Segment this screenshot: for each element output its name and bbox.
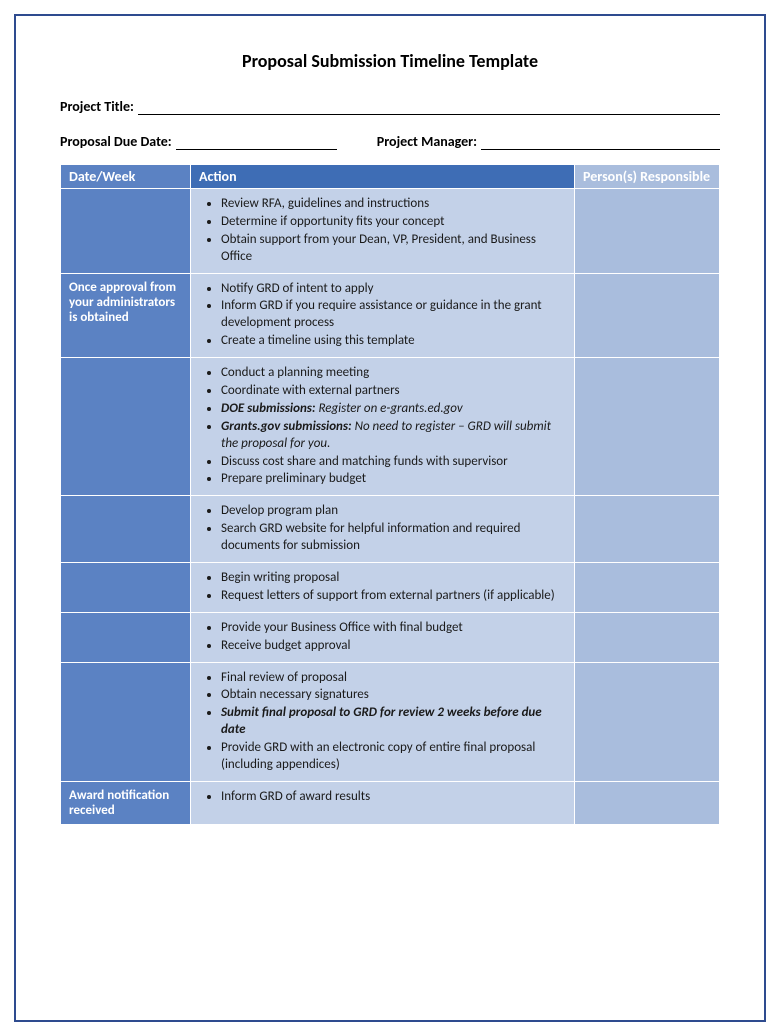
date-cell [61, 358, 191, 496]
person-cell [575, 189, 720, 274]
proposal-due-date-line[interactable] [176, 136, 337, 150]
action-emphasis: DOE submissions: [221, 401, 316, 416]
table-header-row: Date/Week Action Person(s) Responsible [61, 165, 720, 189]
action-emphasis: Submit final proposal to GRD for review … [221, 705, 542, 737]
action-item: Receive budget approval [221, 638, 566, 655]
action-cell: Final review of proposalObtain necessary… [191, 662, 575, 781]
action-item: Provide your Business Office with final … [221, 620, 566, 637]
action-item: Obtain necessary signatures [221, 687, 566, 704]
action-cell: Inform GRD of award results [191, 781, 575, 824]
action-item: Notify GRD of intent to apply [221, 281, 566, 298]
person-cell [575, 662, 720, 781]
page-content: Proposal Submission Timeline Template Pr… [60, 50, 720, 825]
action-list: Review RFA, guidelines and instructionsD… [199, 196, 566, 266]
date-cell [61, 189, 191, 274]
action-item: Provide GRD with an electronic copy of e… [221, 740, 566, 774]
action-item: Develop program plan [221, 503, 566, 520]
action-item: Begin writing proposal [221, 570, 566, 587]
action-item: Request letters of support from external… [221, 588, 566, 605]
action-item: Discuss cost share and matching funds wi… [221, 454, 566, 471]
date-cell: Award notification received [61, 781, 191, 824]
project-title-label: Project Title: [60, 98, 134, 115]
action-list: Begin writing proposalRequest letters of… [199, 570, 566, 605]
header-date: Date/Week [61, 165, 191, 189]
action-item: Final review of proposal [221, 670, 566, 687]
table-row: Once approval from your administrators i… [61, 273, 720, 358]
action-item: DOE submissions: Register on e-grants.ed… [221, 401, 566, 418]
date-cell [61, 612, 191, 662]
action-list: Inform GRD of award results [199, 789, 566, 806]
table-row: Provide your Business Office with final … [61, 612, 720, 662]
date-cell [61, 662, 191, 781]
project-manager-line[interactable] [481, 136, 720, 150]
action-emphasis: Grants.gov submissions: [221, 419, 352, 434]
action-cell: Develop program planSearch GRD website f… [191, 496, 575, 563]
action-item: Inform GRD if you require assistance or … [221, 298, 566, 332]
date-manager-row: Proposal Due Date: Project Manager: [60, 133, 720, 150]
action-item: Determine if opportunity fits your conce… [221, 214, 566, 231]
date-cell: Once approval from your administrators i… [61, 273, 191, 358]
action-item: Prepare preliminary budget [221, 471, 566, 488]
person-cell [575, 496, 720, 563]
action-item: Conduct a planning meeting [221, 365, 566, 382]
table-row: Final review of proposalObtain necessary… [61, 662, 720, 781]
document-title: Proposal Submission Timeline Template [60, 50, 720, 72]
action-item: Grants.gov submissions: No need to regis… [221, 419, 566, 453]
action-item: Submit final proposal to GRD for review … [221, 705, 566, 739]
action-list: Develop program planSearch GRD website f… [199, 503, 566, 555]
action-item: Review RFA, guidelines and instructions [221, 196, 566, 213]
person-cell [575, 563, 720, 613]
person-cell [575, 273, 720, 358]
action-detail: Register on e-grants.ed.gov [316, 401, 463, 416]
proposal-due-date-label: Proposal Due Date: [60, 133, 172, 150]
action-item: Obtain support from your Dean, VP, Presi… [221, 232, 566, 266]
table-row: Develop program planSearch GRD website f… [61, 496, 720, 563]
action-item: Search GRD website for helpful informati… [221, 521, 566, 555]
action-cell: Review RFA, guidelines and instructionsD… [191, 189, 575, 274]
action-cell: Provide your Business Office with final … [191, 612, 575, 662]
action-item: Create a timeline using this template [221, 333, 566, 350]
project-title-line[interactable] [138, 101, 720, 115]
action-cell: Begin writing proposalRequest letters of… [191, 563, 575, 613]
header-action: Action [191, 165, 575, 189]
table-row: Review RFA, guidelines and instructionsD… [61, 189, 720, 274]
table-row: Award notification received Inform GRD of… [61, 781, 720, 824]
action-item: Inform GRD of award results [221, 789, 566, 806]
action-item: Coordinate with external partners [221, 383, 566, 400]
table-row: Conduct a planning meetingCoordinate wit… [61, 358, 720, 496]
person-cell [575, 781, 720, 824]
action-cell: Notify GRD of intent to applyInform GRD … [191, 273, 575, 358]
action-list: Provide your Business Office with final … [199, 620, 566, 655]
action-list: Conduct a planning meetingCoordinate wit… [199, 365, 566, 488]
action-list: Notify GRD of intent to applyInform GRD … [199, 281, 566, 351]
project-title-field: Project Title: [60, 98, 720, 115]
person-cell [575, 358, 720, 496]
action-cell: Conduct a planning meetingCoordinate wit… [191, 358, 575, 496]
project-manager-label: Project Manager: [377, 133, 477, 150]
date-cell [61, 496, 191, 563]
person-cell [575, 612, 720, 662]
action-list: Final review of proposalObtain necessary… [199, 670, 566, 774]
timeline-table: Date/Week Action Person(s) Responsible R… [60, 164, 720, 825]
table-row: Begin writing proposalRequest letters of… [61, 563, 720, 613]
header-person: Person(s) Responsible [575, 165, 720, 189]
date-cell [61, 563, 191, 613]
